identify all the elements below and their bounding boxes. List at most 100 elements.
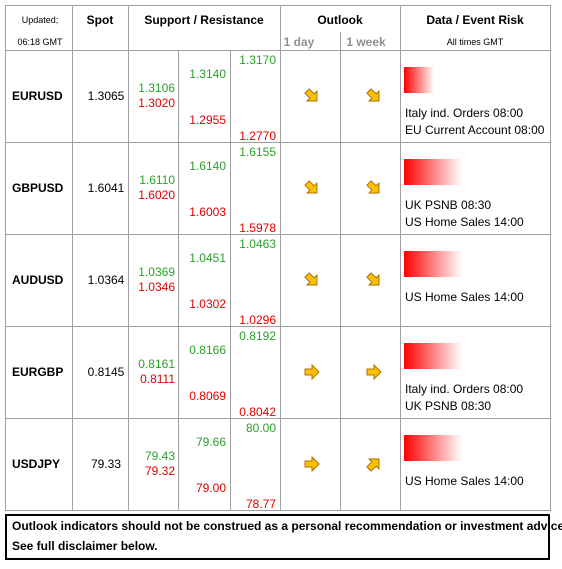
spot: 0.8145 [87,365,125,379]
outlook-header: Outlook [317,13,363,27]
spot: 1.0364 [87,273,125,287]
pair: EURGBP [12,365,64,379]
rule [5,234,550,235]
rule [230,418,231,510]
pair: USDJPY [12,457,61,471]
outlook-arrow [303,363,321,381]
support: 1.3020 [138,96,175,110]
resistance: 79.43 [144,449,175,463]
rule [230,234,231,326]
rule [5,142,550,143]
pair: AUDUSD [12,273,64,287]
resistance: 1.6155 [239,145,276,159]
resistance: 1.3106 [138,81,175,95]
resistance: 0.8166 [189,343,226,357]
day-header: 1 day [283,35,315,49]
pair: GBPUSD [12,181,64,195]
arrow-icon [304,180,318,194]
rule [400,5,401,510]
rule [5,5,550,6]
rule [178,50,179,142]
resistance: 1.0369 [138,265,175,279]
rule [5,418,550,419]
support: 1.6003 [189,205,226,219]
events-header: Data / Event Risk [426,13,524,27]
risk-bar [404,343,462,369]
support: 1.5978 [239,221,276,235]
rule [5,510,550,511]
risk-bar [404,251,462,277]
support: 1.6020 [138,188,175,202]
timezone-note: All times GMT [446,37,504,47]
disclaimer: Outlook indicators should not be constru… [12,519,562,533]
resistance: 0.8192 [239,329,276,343]
arrow-icon [304,455,320,473]
support: 0.8069 [189,389,226,403]
rule [72,5,73,510]
spot: 79.33 [90,457,122,471]
rule [280,5,281,510]
resistance: 1.3140 [189,67,226,81]
arrow-icon [366,180,380,194]
outlook-arrow [365,455,383,473]
support: 0.8042 [239,405,276,419]
rule [178,142,179,234]
support: 79.00 [195,481,226,495]
rule [5,326,550,327]
resistance: 1.6110 [139,173,175,187]
rule [178,326,179,418]
rule [5,50,550,51]
resistance: 1.0451 [189,251,226,265]
resistance: 79.66 [195,435,226,449]
arrow-icon [304,88,318,102]
event: US Home Sales 14:00 [405,215,524,229]
support: 0.8111 [140,372,175,386]
support: 1.0302 [189,297,226,311]
updated-label: Updated; [21,15,59,25]
arrow-icon [366,458,380,472]
outlook-arrow [365,363,383,381]
support: 1.0296 [239,313,276,327]
support: 79.32 [144,464,175,478]
outlook-arrow [303,87,321,105]
resistance: 80.00 [245,421,276,435]
risk-bar [404,435,462,461]
sr-header: Support / Resistance [144,13,264,27]
outlook-arrow [303,179,321,197]
disclaimer: See full disclaimer below. [12,539,158,553]
event: EU Current Account 08:00 [405,123,545,137]
week-header: 1 week [346,35,386,49]
arrow-icon [304,272,318,286]
update-time: 06:18 GMT [17,37,63,47]
event: US Home Sales 14:00 [405,474,524,488]
risk-bar [404,159,462,185]
rule [178,418,179,510]
arrow-icon [366,363,382,381]
spot-header: Spot [86,13,114,27]
arrow-icon [304,363,320,381]
support: 1.0346 [138,280,175,294]
event: UK PSNB 08:30 [405,399,492,413]
outlook-arrow [365,179,383,197]
spot: 1.3065 [87,89,125,103]
arrow-icon [366,88,380,102]
rule [230,326,231,418]
resistance: 1.0463 [239,237,276,251]
rule [128,5,129,510]
pair: EURUSD [12,89,63,103]
disclaimer-box [5,514,550,560]
rule [550,5,551,511]
resistance: 1.3170 [239,53,276,67]
outlook-arrow [303,455,321,473]
resistance: 0.8161 [138,357,175,371]
rule [230,142,231,234]
support: 1.2955 [189,113,226,127]
event: UK PSNB 08:30 [405,198,492,212]
support: 78.77 [245,497,276,511]
support: 1.2770 [239,129,276,143]
outlook-arrow [365,87,383,105]
outlook-arrow [303,271,321,289]
event: US Home Sales 14:00 [405,290,524,304]
resistance: 1.6140 [189,159,226,173]
